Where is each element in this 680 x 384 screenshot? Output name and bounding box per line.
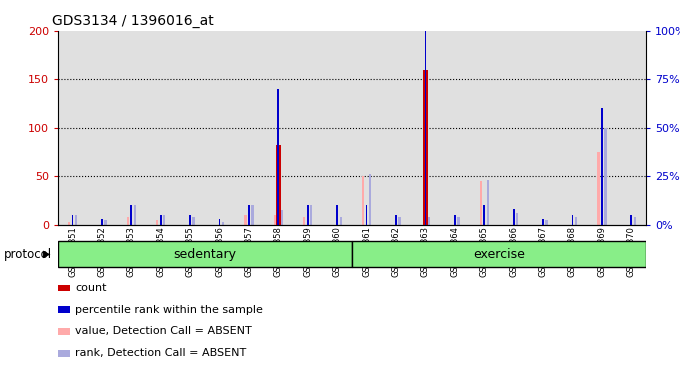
Bar	[424, 31, 426, 225]
Bar	[454, 215, 456, 225]
Bar	[352, 31, 381, 225]
Bar	[322, 31, 352, 225]
FancyBboxPatch shape	[352, 242, 646, 267]
Bar	[219, 219, 220, 225]
Bar	[630, 215, 632, 225]
Text: ▶: ▶	[43, 249, 50, 259]
Bar	[303, 217, 305, 225]
Bar	[440, 31, 470, 225]
Text: value, Detection Call = ABSENT: value, Detection Call = ABSENT	[75, 326, 252, 336]
Bar	[634, 217, 636, 225]
Bar	[617, 31, 646, 225]
Bar	[277, 89, 279, 225]
Bar	[275, 145, 281, 225]
Bar	[545, 220, 548, 225]
Bar	[411, 31, 440, 225]
Bar	[156, 220, 158, 225]
Bar	[264, 31, 293, 225]
Bar	[131, 205, 132, 225]
Bar	[117, 31, 146, 225]
Bar	[175, 31, 205, 225]
Bar	[588, 31, 617, 225]
Bar	[423, 70, 428, 225]
Bar	[513, 209, 515, 225]
Text: protocol: protocol	[3, 248, 52, 261]
Bar	[160, 215, 162, 225]
Bar	[71, 215, 73, 225]
Bar	[134, 205, 136, 225]
Bar	[366, 205, 367, 225]
Bar	[558, 31, 588, 225]
Bar	[281, 210, 283, 225]
Bar	[362, 176, 364, 225]
Bar	[469, 31, 499, 225]
Bar	[101, 219, 103, 225]
Text: exercise: exercise	[473, 248, 525, 261]
Bar	[528, 31, 558, 225]
Bar	[248, 205, 250, 225]
Bar	[293, 31, 322, 225]
Bar	[457, 217, 460, 225]
Text: GDS3134 / 1396016_at: GDS3134 / 1396016_at	[52, 14, 214, 28]
Text: rank, Detection Call = ABSENT: rank, Detection Call = ABSENT	[75, 348, 247, 358]
Bar	[252, 205, 254, 225]
Bar	[601, 108, 602, 225]
Bar	[58, 31, 87, 225]
Bar	[479, 181, 482, 225]
Bar	[87, 31, 117, 225]
Text: count: count	[75, 283, 107, 293]
Bar	[339, 217, 342, 225]
Bar	[483, 205, 485, 225]
Bar	[516, 213, 518, 225]
Bar	[487, 180, 489, 225]
Bar	[192, 217, 195, 225]
Bar	[575, 217, 577, 225]
FancyBboxPatch shape	[58, 242, 352, 267]
Bar	[572, 215, 573, 225]
Bar	[146, 31, 175, 225]
Bar	[369, 174, 371, 225]
Bar	[273, 215, 276, 225]
Bar	[222, 222, 224, 225]
Bar	[381, 31, 411, 225]
Bar	[597, 152, 600, 225]
Bar	[398, 217, 401, 225]
Bar	[126, 217, 129, 225]
Text: percentile rank within the sample: percentile rank within the sample	[75, 305, 263, 314]
Bar	[605, 128, 607, 225]
Bar	[428, 217, 430, 225]
Text: sedentary: sedentary	[173, 248, 237, 261]
Bar	[68, 222, 70, 225]
Bar	[235, 31, 264, 225]
Bar	[395, 215, 397, 225]
Bar	[104, 220, 107, 225]
Bar	[244, 215, 247, 225]
Bar	[337, 205, 338, 225]
Bar	[189, 215, 191, 225]
Bar	[542, 219, 544, 225]
Bar	[163, 215, 165, 225]
Bar	[307, 205, 309, 225]
Bar	[310, 205, 313, 225]
Bar	[205, 31, 234, 225]
Bar	[75, 215, 78, 225]
Bar	[499, 31, 528, 225]
